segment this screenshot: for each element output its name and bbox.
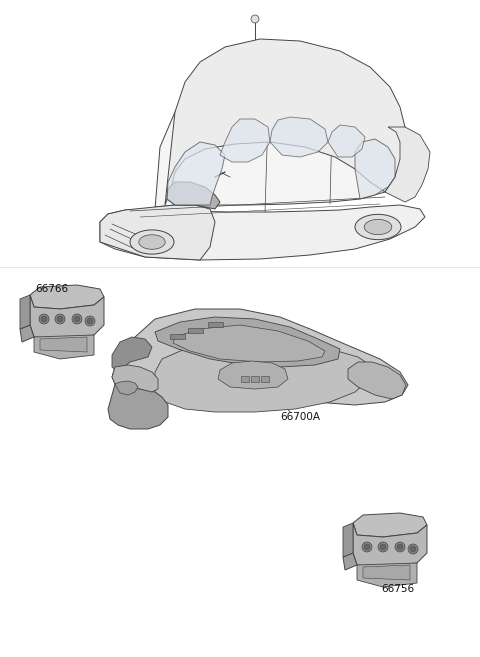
Bar bbox=[261, 376, 269, 382]
Polygon shape bbox=[270, 117, 328, 157]
Bar bbox=[251, 376, 259, 382]
Bar bbox=[208, 322, 223, 327]
Polygon shape bbox=[167, 142, 225, 205]
Polygon shape bbox=[343, 553, 357, 570]
Polygon shape bbox=[115, 381, 138, 395]
Polygon shape bbox=[112, 309, 408, 405]
Polygon shape bbox=[220, 119, 270, 162]
Polygon shape bbox=[155, 82, 408, 209]
Polygon shape bbox=[167, 182, 220, 209]
Polygon shape bbox=[251, 15, 259, 23]
Polygon shape bbox=[348, 362, 406, 399]
Polygon shape bbox=[100, 205, 425, 260]
Polygon shape bbox=[100, 205, 215, 260]
Polygon shape bbox=[362, 542, 372, 552]
Text: 66700A: 66700A bbox=[280, 412, 320, 422]
Polygon shape bbox=[155, 317, 340, 367]
Polygon shape bbox=[74, 316, 80, 322]
Polygon shape bbox=[378, 542, 388, 552]
Polygon shape bbox=[408, 544, 418, 554]
Polygon shape bbox=[357, 563, 417, 587]
Polygon shape bbox=[20, 325, 34, 342]
Bar bbox=[170, 334, 185, 339]
Polygon shape bbox=[173, 325, 325, 362]
Bar bbox=[188, 328, 203, 333]
Polygon shape bbox=[353, 513, 427, 537]
Polygon shape bbox=[363, 565, 410, 580]
Polygon shape bbox=[30, 285, 104, 309]
Polygon shape bbox=[397, 544, 403, 550]
Polygon shape bbox=[139, 235, 165, 249]
Polygon shape bbox=[39, 314, 49, 324]
Polygon shape bbox=[85, 316, 95, 326]
Polygon shape bbox=[20, 295, 30, 329]
Polygon shape bbox=[55, 314, 65, 324]
Polygon shape bbox=[57, 316, 63, 322]
Polygon shape bbox=[364, 219, 392, 235]
Polygon shape bbox=[130, 230, 174, 254]
Polygon shape bbox=[165, 39, 405, 205]
Polygon shape bbox=[30, 295, 104, 339]
Bar bbox=[241, 376, 249, 382]
Polygon shape bbox=[108, 384, 168, 429]
Polygon shape bbox=[112, 337, 152, 372]
Polygon shape bbox=[72, 314, 82, 324]
Polygon shape bbox=[364, 544, 370, 550]
Polygon shape bbox=[34, 335, 94, 359]
Polygon shape bbox=[87, 318, 93, 324]
Text: 66756: 66756 bbox=[382, 584, 415, 594]
Polygon shape bbox=[40, 337, 87, 352]
Polygon shape bbox=[218, 361, 288, 389]
Polygon shape bbox=[355, 214, 401, 240]
Polygon shape bbox=[155, 339, 370, 412]
Polygon shape bbox=[355, 139, 395, 199]
Polygon shape bbox=[41, 316, 47, 322]
Polygon shape bbox=[328, 125, 365, 157]
Text: 66766: 66766 bbox=[36, 284, 69, 294]
Polygon shape bbox=[112, 365, 158, 392]
Polygon shape bbox=[380, 544, 386, 550]
Polygon shape bbox=[343, 523, 353, 557]
Polygon shape bbox=[410, 546, 416, 552]
Polygon shape bbox=[395, 542, 405, 552]
Polygon shape bbox=[353, 523, 427, 567]
Polygon shape bbox=[385, 127, 430, 202]
